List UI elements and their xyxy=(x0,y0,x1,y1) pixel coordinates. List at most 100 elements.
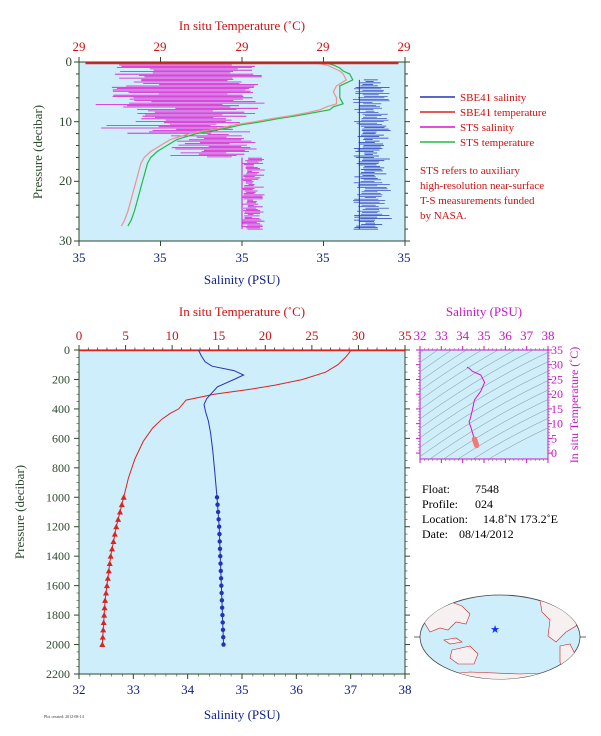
main-temp-tick-label: 5 xyxy=(122,328,129,343)
temperature-point xyxy=(101,604,108,611)
ts-temp-tick-label: 5 xyxy=(551,431,557,445)
temperature-line xyxy=(123,350,352,498)
top-p-tick-10: 10 xyxy=(59,114,72,129)
salinity-point xyxy=(218,561,223,566)
density-contour xyxy=(420,350,453,373)
ts-temp-tick-label: 35 xyxy=(551,343,563,357)
world-map: ★ xyxy=(414,594,586,680)
sts-salinity-trace xyxy=(95,64,265,230)
top-temp-tick-1: 29 xyxy=(154,39,167,54)
top-p-tick-20: 20 xyxy=(59,173,72,188)
main-p-tick-label: 1400 xyxy=(46,549,70,563)
full-profile-series xyxy=(79,350,405,648)
land-indonesia xyxy=(443,637,463,645)
location-label: Location: xyxy=(422,512,468,526)
note-line-1: STS refers to auxiliary xyxy=(420,165,520,177)
temperature-point xyxy=(100,626,107,633)
ts-series xyxy=(466,366,486,449)
temperature-point xyxy=(99,641,106,648)
salinity-point xyxy=(214,495,220,500)
note-line-2: high-resolution near-surface xyxy=(420,180,544,192)
top-sal-tick-3: 35 xyxy=(317,250,330,265)
temperature-point xyxy=(102,597,109,603)
ts-temp-axis-label: In situ Temperature (˚C) xyxy=(567,347,581,464)
sts-temperature-line xyxy=(127,62,354,227)
ts-sal-tick-label: 32 xyxy=(414,328,427,343)
main-p-tick-label: 2000 xyxy=(46,638,70,652)
temperature-point xyxy=(115,516,122,522)
salinity-point xyxy=(219,590,224,596)
density-contour xyxy=(472,418,548,459)
density-contour xyxy=(420,350,534,420)
temperature-point xyxy=(111,531,118,537)
salinity-point xyxy=(221,642,226,647)
top-sal-tick-0: 35 xyxy=(73,250,86,265)
ts-density-contours xyxy=(420,350,548,459)
location-value: 14.8˚N 173.2˚E xyxy=(483,512,558,526)
ts-sal-tick-label: 38 xyxy=(542,328,555,343)
salinity-point xyxy=(218,553,223,559)
salinity-point xyxy=(219,583,224,588)
temperature-point xyxy=(120,494,127,500)
top-p-tick-0: 0 xyxy=(66,54,73,69)
salinity-point xyxy=(220,627,226,633)
near-surface-chart: 29 29 29 29 29 In situ Temperature (˚C) … xyxy=(30,18,411,287)
float-value: 7548 xyxy=(475,482,499,496)
salinity-line xyxy=(198,350,245,498)
temperature-point xyxy=(105,567,112,574)
density-contour xyxy=(420,350,516,410)
main-sal-axis-label: Salinity (PSU) xyxy=(204,707,280,722)
ts-sal-tick-label: 34 xyxy=(456,328,470,343)
temperature-point xyxy=(103,582,110,589)
main-sal-tick-label: 38 xyxy=(399,682,412,697)
ts-sal-tick-label: 33 xyxy=(435,328,448,343)
ts-sal-tick-label: 35 xyxy=(478,328,491,343)
main-sal-tick-label: 33 xyxy=(127,682,140,697)
top-pressure-axis-label: Pressure (decibar) xyxy=(30,105,45,199)
top-temp-tick-3: 29 xyxy=(317,39,330,54)
density-contour xyxy=(488,427,548,459)
near-surface-legend: SBE41 salinity SBE41 temperature STS sal… xyxy=(420,92,547,149)
salinity-point xyxy=(217,531,222,537)
ts-deep-point xyxy=(474,442,480,449)
float-label: Float: xyxy=(422,482,450,496)
main-temp-tick-label: 20 xyxy=(259,328,272,343)
salinity-point xyxy=(220,620,225,625)
full-profile-plot-area xyxy=(78,349,406,675)
top-p-tick-30: 30 xyxy=(59,233,72,248)
density-contour xyxy=(443,399,548,459)
density-contour xyxy=(457,408,548,459)
ts-temp-tick-label: 20 xyxy=(551,387,563,401)
top-temp-axis-label: In situ Temperature (˚C) xyxy=(179,18,305,33)
density-contour xyxy=(420,352,548,429)
salinity-point xyxy=(221,634,226,640)
date-value: 08/14/2012 xyxy=(459,527,514,541)
temperature-point xyxy=(116,509,123,515)
ts-temp-tick-label: 0 xyxy=(551,446,557,460)
date-label: Date: xyxy=(422,527,448,541)
temperature-point xyxy=(118,501,125,508)
ts-curve xyxy=(466,366,486,446)
note-line-3: T-S measurements funded xyxy=(420,195,535,207)
main-temp-axis-label: In situ Temperature (˚C) xyxy=(179,304,305,319)
profile-value: 024 xyxy=(475,497,493,511)
density-contour xyxy=(420,350,483,392)
temperature-point xyxy=(107,553,114,559)
ts-temp-tick-label: 15 xyxy=(551,402,563,416)
legend-sbe41-salinity: SBE41 salinity xyxy=(460,92,527,104)
temperature-point xyxy=(103,590,110,596)
full-profile-ticks: 0 5 10 15 20 25 30 35 32 33 34 35 36 37 38 0 200 400 600 80… xyxy=(46,328,412,697)
salinity-point xyxy=(220,612,225,618)
main-pressure-axis-label: Pressure (decibar) xyxy=(12,465,27,559)
salinity-point xyxy=(219,605,225,610)
near-surface-ticks xyxy=(74,57,410,246)
main-p-tick-label: 1200 xyxy=(46,520,70,534)
salinity-point xyxy=(218,568,224,574)
main-p-tick-label: 800 xyxy=(52,461,70,475)
profile-label: Profile: xyxy=(422,497,458,511)
main-p-tick-label: 1000 xyxy=(46,490,70,504)
main-p-tick-label: 200 xyxy=(52,372,70,386)
ts-sal-axis-label: Salinity (PSU) xyxy=(446,304,522,319)
salinity-point xyxy=(216,524,222,529)
